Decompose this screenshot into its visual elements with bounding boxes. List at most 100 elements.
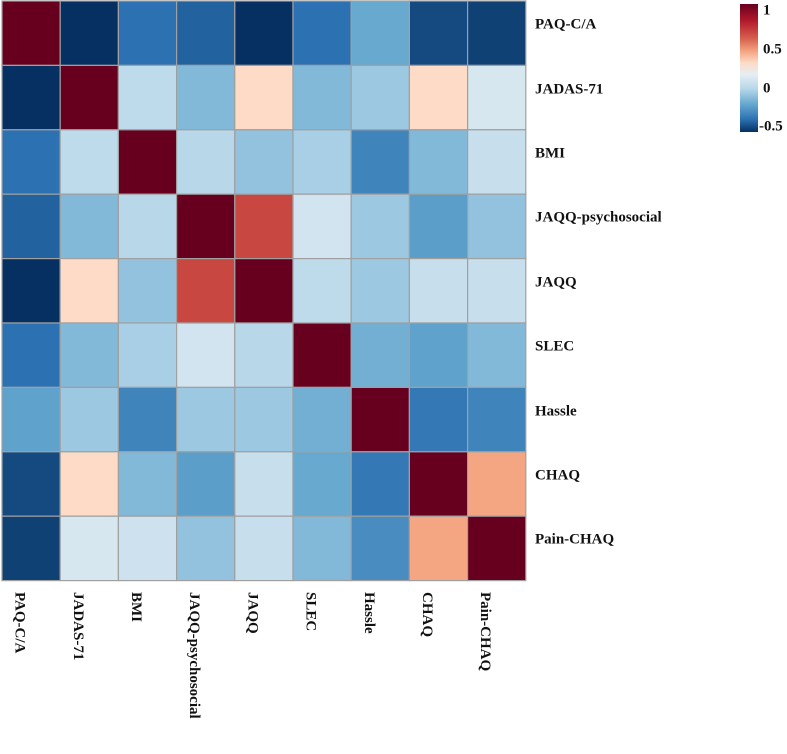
heatmap-cell (408, 451, 469, 517)
heatmap-cell (234, 129, 294, 195)
column-label: PAQ-C/A (11, 592, 28, 654)
heatmap-cell (408, 258, 469, 324)
row-label: JAQQ-psychosocial (535, 209, 662, 226)
column-label: Pain-CHAQ (477, 592, 494, 672)
heatmap-grid (1, 0, 527, 582)
legend-tick: -0.5 (759, 118, 783, 135)
column-label: JAQQ (244, 592, 261, 634)
heatmap-cell (59, 64, 120, 131)
row-label: JADAS-71 (535, 81, 604, 98)
heatmap-cell (350, 515, 411, 582)
heatmap-cell (292, 258, 352, 324)
heatmap-cell (292, 322, 352, 389)
heatmap-cell (408, 129, 469, 195)
row-label: JAQQ (535, 274, 577, 291)
row-label: PAQ-C/A (535, 16, 597, 33)
heatmap-cell (350, 129, 411, 195)
row-label: Hassle (535, 403, 577, 420)
heatmap-cell (408, 386, 469, 453)
heatmap-cell (292, 515, 352, 582)
heatmap-cell (117, 322, 178, 389)
heatmap-cell (350, 193, 411, 260)
heatmap-cell (408, 515, 469, 582)
heatmap-cell (59, 386, 120, 453)
heatmap-cell (59, 515, 120, 582)
heatmap-cell (350, 258, 411, 324)
heatmap-cell (1, 0, 61, 67)
heatmap-cell (234, 451, 294, 517)
heatmap-cell (59, 129, 120, 195)
heatmap-cell (176, 0, 236, 67)
heatmap-cell (176, 322, 236, 389)
heatmap-cell (117, 258, 178, 324)
column-label: JAQQ-psychosocial (186, 592, 203, 719)
heatmap-cell (350, 64, 411, 131)
heatmap-cell (292, 64, 352, 131)
heatmap-cell (59, 0, 120, 67)
heatmap-cell (176, 451, 236, 517)
heatmap-cell (234, 386, 294, 453)
color-legend-bar (740, 4, 758, 132)
heatmap-cell (467, 193, 527, 260)
heatmap-cell (1, 64, 61, 131)
heatmap-cell (350, 386, 411, 453)
heatmap-cell (176, 129, 236, 195)
heatmap-cell (467, 386, 527, 453)
heatmap-cell (176, 64, 236, 131)
heatmap-cell (117, 515, 178, 582)
heatmap-cell (176, 258, 236, 324)
heatmap-cell (117, 193, 178, 260)
heatmap-cell (1, 451, 61, 517)
legend-tick: 0 (763, 80, 771, 97)
heatmap-cell (117, 451, 178, 517)
heatmap-cell (1, 386, 61, 453)
column-label: JADAS-71 (69, 592, 86, 661)
heatmap-cell (292, 129, 352, 195)
column-label: CHAQ (419, 592, 435, 637)
heatmap-cell (408, 193, 469, 260)
heatmap-cell (176, 193, 236, 260)
column-label: BMI (128, 592, 144, 622)
legend-tick: 1 (763, 2, 771, 19)
row-label: CHAQ (535, 467, 580, 484)
heatmap-cell (176, 386, 236, 453)
heatmap-cell (1, 258, 61, 324)
legend-tick: 0.5 (763, 41, 782, 58)
heatmap-cell (467, 129, 527, 195)
column-label: SLEC (302, 592, 319, 632)
heatmap-cell (59, 322, 120, 389)
heatmap-cell (350, 0, 411, 67)
heatmap-cell (350, 451, 411, 517)
heatmap-cell (408, 64, 469, 131)
heatmap-cell (467, 322, 527, 389)
heatmap-cell (292, 193, 352, 260)
column-label: Hassle (360, 592, 377, 634)
heatmap-cell (234, 322, 294, 389)
heatmap-cell (467, 64, 527, 131)
heatmap-cell (408, 0, 469, 67)
heatmap-cell (117, 129, 178, 195)
heatmap-cell (176, 515, 236, 582)
heatmap-cell (467, 258, 527, 324)
heatmap-cell (234, 0, 294, 67)
heatmap-cell (292, 0, 352, 67)
row-label: SLEC (535, 338, 575, 355)
heatmap-cell (408, 322, 469, 389)
heatmap-cell (234, 515, 294, 582)
heatmap-cell (467, 451, 527, 517)
heatmap-cell (59, 451, 120, 517)
heatmap-cell (117, 0, 178, 67)
heatmap-cell (1, 322, 61, 389)
row-label: Pain-CHAQ (535, 531, 615, 548)
heatmap-cell (292, 386, 352, 453)
heatmap-cell (117, 64, 178, 131)
heatmap-cell (467, 0, 527, 67)
heatmap-cell (234, 64, 294, 131)
heatmap-cell (1, 129, 61, 195)
heatmap-cell (467, 515, 527, 582)
heatmap-cell (59, 193, 120, 260)
heatmap-cell (292, 451, 352, 517)
heatmap-cell (350, 322, 411, 389)
heatmap-cell (1, 193, 61, 260)
heatmap-cell (117, 386, 178, 453)
